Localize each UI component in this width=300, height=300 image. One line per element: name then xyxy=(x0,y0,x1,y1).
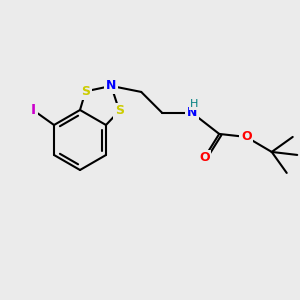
Text: S: S xyxy=(81,85,90,98)
Text: H: H xyxy=(190,99,198,109)
Text: O: O xyxy=(241,130,251,143)
Text: N: N xyxy=(106,80,116,92)
Text: O: O xyxy=(199,152,209,164)
Text: N: N xyxy=(187,106,197,119)
Text: S: S xyxy=(115,104,124,117)
Text: I: I xyxy=(31,103,36,117)
